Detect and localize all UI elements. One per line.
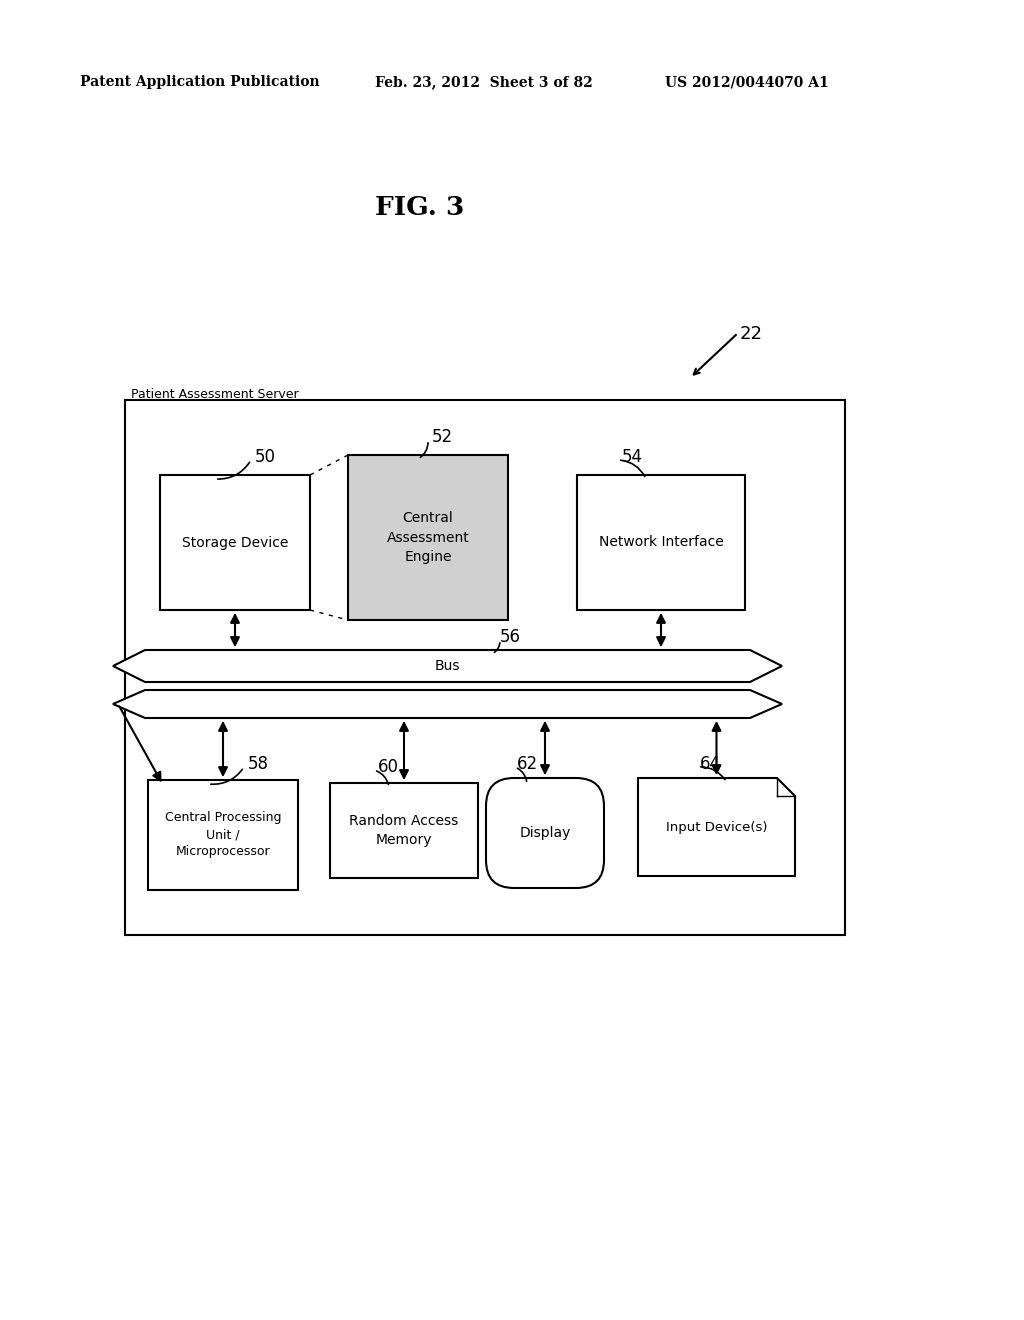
FancyBboxPatch shape: [486, 777, 604, 888]
Text: 54: 54: [622, 447, 643, 466]
Text: Bus: Bus: [435, 659, 460, 673]
Bar: [125, 400, 845, 935]
Text: FIG. 3: FIG. 3: [376, 195, 465, 220]
Text: Central Processing
Unit /
Microprocessor: Central Processing Unit / Microprocessor: [165, 812, 282, 858]
Text: Random Access
Memory: Random Access Memory: [349, 813, 459, 847]
Polygon shape: [638, 777, 795, 876]
Text: 22: 22: [740, 325, 763, 343]
Text: Storage Device: Storage Device: [182, 536, 288, 549]
Text: Patient Assessment Server: Patient Assessment Server: [131, 388, 299, 401]
Text: 56: 56: [500, 628, 521, 645]
Text: 60: 60: [378, 758, 399, 776]
Polygon shape: [113, 690, 782, 718]
Text: Display: Display: [519, 826, 570, 840]
Bar: [148, 780, 298, 890]
Text: 58: 58: [248, 755, 269, 774]
Text: Network Interface: Network Interface: [599, 536, 723, 549]
Bar: [330, 783, 478, 878]
Text: 64: 64: [700, 755, 721, 774]
Text: Feb. 23, 2012  Sheet 3 of 82: Feb. 23, 2012 Sheet 3 of 82: [375, 75, 593, 88]
Text: 52: 52: [432, 428, 454, 446]
Bar: [348, 455, 508, 620]
Text: 62: 62: [517, 755, 539, 774]
Text: US 2012/0044070 A1: US 2012/0044070 A1: [665, 75, 828, 88]
Polygon shape: [113, 649, 782, 682]
Text: Input Device(s): Input Device(s): [666, 821, 767, 833]
Text: 50: 50: [255, 447, 276, 466]
Bar: [577, 475, 745, 610]
Text: Patent Application Publication: Patent Application Publication: [80, 75, 319, 88]
Bar: [160, 475, 310, 610]
Text: Central
Assessment
Engine: Central Assessment Engine: [387, 511, 469, 564]
